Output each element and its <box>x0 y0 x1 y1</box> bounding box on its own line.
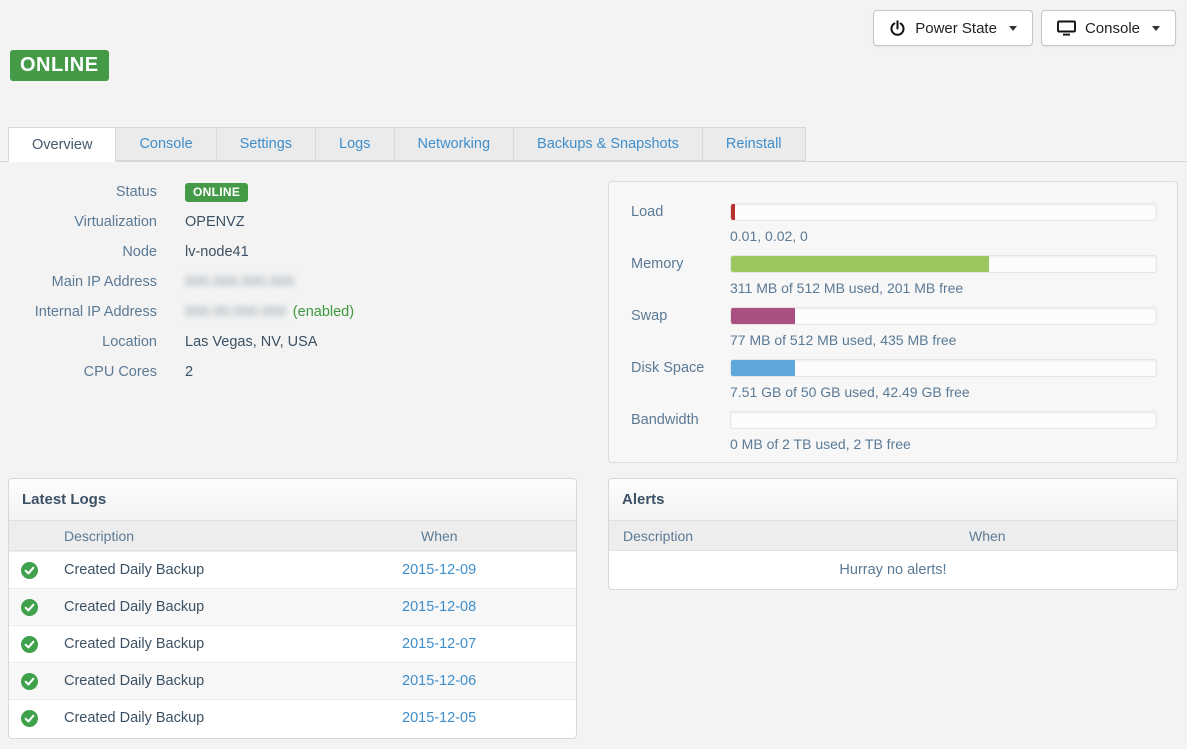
virtualization-label: Virtualization <box>74 214 157 230</box>
tab-bar: Overview Console Settings Logs Networkin… <box>0 127 1187 162</box>
chevron-down-icon <box>1008 25 1017 31</box>
logs-column-when: When <box>421 527 458 544</box>
power-state-button[interactable]: Power State <box>873 10 1033 46</box>
tab-console[interactable]: Console <box>115 127 217 161</box>
toolbar: Power State Console <box>873 10 1176 46</box>
cpu-cores-label: CPU Cores <box>83 364 157 380</box>
console-label: Console <box>1084 19 1140 37</box>
internal-ip-label: Internal IP Address <box>34 304 157 320</box>
resource-swap: Swap 77 MB of 512 MB used, 435 MB free <box>631 307 1157 359</box>
node-label: Node <box>122 244 157 260</box>
disk-space-progress-fill <box>731 360 795 376</box>
log-description: Created Daily Backup <box>64 562 205 578</box>
location-value: Las Vegas, NV, USA <box>185 334 318 350</box>
log-row: Created Daily Backup 2015-12-08 <box>9 588 576 625</box>
console-icon <box>1057 20 1076 36</box>
latest-logs-title: Latest Logs <box>9 479 576 521</box>
info-row-virtualization: Virtualization OPENVZ <box>8 207 577 237</box>
log-description: Created Daily Backup <box>64 599 205 615</box>
server-info: Status ONLINE Virtualization OPENVZ Node… <box>8 177 577 387</box>
logs-table-header: Description When <box>9 521 576 551</box>
console-button[interactable]: Console <box>1040 10 1176 46</box>
load-progressbar <box>730 203 1157 221</box>
log-description: Created Daily Backup <box>64 710 205 726</box>
log-row: Created Daily Backup 2015-12-05 <box>9 699 576 736</box>
success-check-icon <box>9 709 64 727</box>
logs-column-description: Description <box>64 527 135 544</box>
success-check-icon <box>9 598 64 616</box>
log-description: Created Daily Backup <box>64 673 205 689</box>
disk-space-caption: 7.51 GB of 50 GB used, 42.49 GB free <box>730 384 970 400</box>
power-icon <box>889 19 906 37</box>
log-date-link[interactable]: 2015-12-09 <box>402 562 477 578</box>
memory-progressbar <box>730 255 1157 273</box>
info-row-node: Node lv-node41 <box>8 237 577 267</box>
success-check-icon <box>9 635 64 653</box>
log-date-link[interactable]: 2015-12-05 <box>402 710 477 726</box>
cpu-cores-value: 2 <box>185 364 194 380</box>
log-date-link[interactable]: 2015-12-06 <box>402 673 477 689</box>
latest-logs-panel: Latest Logs Description When Created Dai… <box>8 478 577 739</box>
swap-caption: 77 MB of 512 MB used, 435 MB free <box>730 332 957 348</box>
log-description: Created Daily Backup <box>64 636 205 652</box>
tab-networking[interactable]: Networking <box>393 127 515 161</box>
resource-bandwidth: Bandwidth 0 MB of 2 TB used, 2 TB free <box>631 411 1157 463</box>
resource-load: Load 0.01, 0.02, 0 <box>631 203 1157 255</box>
memory-label: Memory <box>631 256 684 272</box>
chevron-down-icon <box>1152 25 1160 31</box>
load-progress-fill <box>731 204 736 220</box>
internal-ip-enabled-flag: (enabled) <box>292 304 355 320</box>
disk-space-progressbar <box>730 359 1157 377</box>
memory-progress-fill <box>731 256 989 272</box>
main-ip-label: Main IP Address <box>51 274 157 290</box>
location-label: Location <box>102 334 157 350</box>
resource-memory: Memory 311 MB of 512 MB used, 201 MB fre… <box>631 255 1157 307</box>
alerts-column-when: When <box>969 527 1006 544</box>
virtualization-value: OPENVZ <box>185 214 245 230</box>
bandwidth-label: Bandwidth <box>631 412 699 428</box>
info-row-cpu-cores: CPU Cores 2 <box>8 357 577 387</box>
node-value: lv-node41 <box>185 244 249 260</box>
alerts-empty-message: Hurray no alerts! <box>839 562 947 578</box>
main-ip-value-redacted: 000.000.000.000 <box>185 274 294 290</box>
load-caption: 0.01, 0.02, 0 <box>730 228 808 244</box>
status-banner: ONLINE <box>10 50 109 81</box>
status-badge: ONLINE <box>185 182 249 202</box>
info-row-main-ip: Main IP Address 000.000.000.000 <box>8 267 577 297</box>
tab-backups-snapshots[interactable]: Backups & Snapshots <box>513 127 703 161</box>
log-date-link[interactable]: 2015-12-08 <box>402 599 477 615</box>
tab-overview[interactable]: Overview <box>8 127 117 162</box>
tab-logs[interactable]: Logs <box>315 127 395 161</box>
load-label: Load <box>631 204 664 220</box>
bandwidth-progressbar <box>730 411 1157 429</box>
alerts-title: Alerts <box>609 479 1177 521</box>
disk-space-label: Disk Space <box>631 360 705 376</box>
alerts-panel: Alerts Description When Hurray no alerts… <box>608 478 1178 590</box>
internal-ip-value-redacted: 000.00.000.000 <box>185 304 286 320</box>
tab-reinstall[interactable]: Reinstall <box>701 127 806 161</box>
log-row: Created Daily Backup 2015-12-07 <box>9 625 576 662</box>
power-state-label: Power State <box>915 19 997 37</box>
resource-usage-panel: Load 0.01, 0.02, 0 Memory 311 MB of 512 … <box>608 181 1178 463</box>
swap-progressbar <box>730 307 1157 325</box>
memory-caption: 311 MB of 512 MB used, 201 MB free <box>730 280 964 296</box>
success-check-icon <box>9 672 64 690</box>
log-row: Created Daily Backup 2015-12-06 <box>9 662 576 699</box>
tab-settings[interactable]: Settings <box>215 127 317 161</box>
alerts-column-description: Description <box>623 527 694 544</box>
success-check-icon <box>9 561 64 579</box>
resource-disk-space: Disk Space 7.51 GB of 50 GB used, 42.49 … <box>631 359 1157 411</box>
log-date-link[interactable]: 2015-12-07 <box>402 636 477 652</box>
swap-label: Swap <box>631 308 668 324</box>
info-row-internal-ip: Internal IP Address 000.00.000.000 (enab… <box>8 297 577 327</box>
bandwidth-caption: 0 MB of 2 TB used, 2 TB free <box>730 436 911 452</box>
alerts-table-header: Description When <box>609 521 1177 551</box>
status-label: Status <box>115 184 157 200</box>
info-row-location: Location Las Vegas, NV, USA <box>8 327 577 357</box>
log-row: Created Daily Backup 2015-12-09 <box>9 551 576 588</box>
swap-progress-fill <box>731 308 795 324</box>
info-row-status: Status ONLINE <box>8 177 577 207</box>
